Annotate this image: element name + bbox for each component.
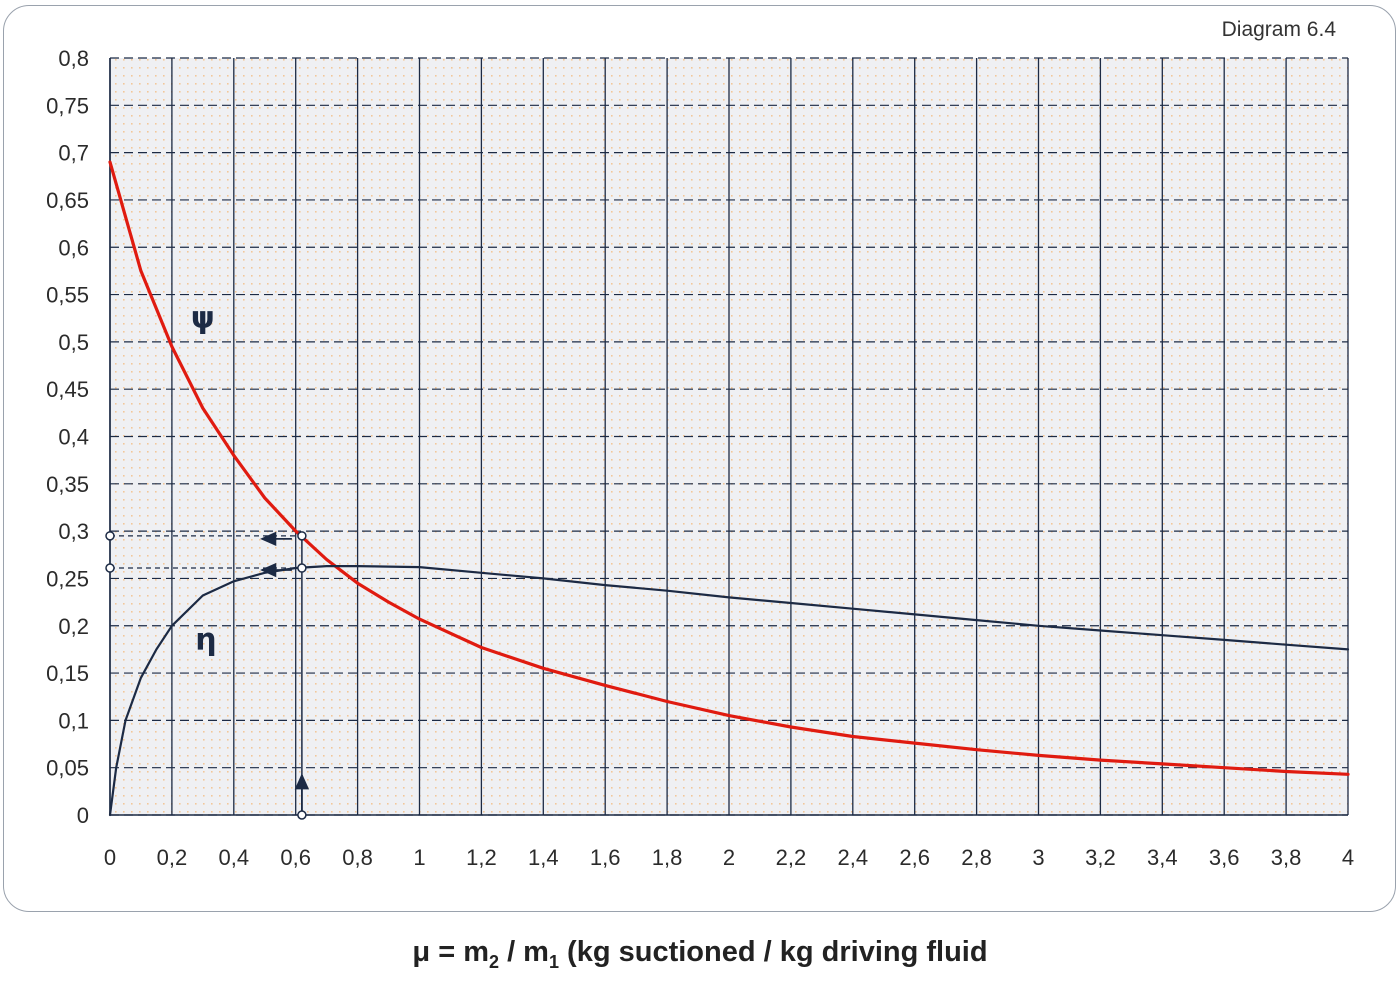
x-axis-title-mid: / m [499,936,549,968]
x-tick-label: 2,8 [961,845,992,870]
x-tick-label: 4 [1342,845,1354,870]
x-tick-label: 3 [1032,845,1044,870]
y-tick-label: 0,8 [58,46,89,71]
x-tick-label: 0,8 [342,845,373,870]
marker-circle [297,563,307,573]
y-tick-label: 0,15 [46,661,89,686]
x-tick-label: 3,2 [1085,845,1116,870]
x-tick-label: 3,4 [1147,845,1178,870]
x-axis-title: μ = m2 / m1 (kg suctioned / kg driving f… [0,936,1400,973]
x-tick-label: 0,4 [219,845,250,870]
x-tick-label: 1,6 [590,845,621,870]
y-tick-label: 0,35 [46,472,89,497]
y-tick-label: 0,75 [46,93,89,118]
psi-curve [108,160,1350,776]
x-tick-label: 1,4 [528,845,559,870]
y-tick-label: 0,7 [58,141,89,166]
x-axis-title-prefix: μ = m [412,936,489,968]
x-tick-label: 0,6 [280,845,311,870]
y-tick-label: 0,55 [46,283,89,308]
marker-circle [297,810,307,820]
x-tick-label: 2,2 [776,845,807,870]
x-tick-label: 0,2 [157,845,188,870]
x-tick-label: 3,6 [1209,845,1240,870]
x-axis-title-suffix: (kg suctioned / kg driving fluid [559,936,988,968]
marker-circle [105,531,115,541]
x-tick-label: 3,8 [1271,845,1302,870]
y-tick-label: 0,4 [58,425,89,450]
grid [109,57,1349,816]
y-tick-label: 0,6 [58,235,89,260]
marker-circle [297,531,307,541]
x-tick-label: 2,4 [838,845,869,870]
x-tick-label: 1 [413,845,425,870]
y-tick-label: 0,2 [58,614,89,639]
marker-circle [105,563,115,573]
y-tick-label: 0,45 [46,377,89,402]
y-tick-label: 0,1 [58,708,89,733]
y-tick-label: 0,3 [58,519,89,544]
eta-label: η [195,622,216,657]
reading-annotations [105,531,310,820]
x-axis-title-sub2: 1 [548,951,559,972]
x-tick-label: 2,6 [899,845,930,870]
eta-curve [108,564,1350,817]
x-tick-label: 2 [723,845,735,870]
y-tick-label: 0 [77,803,89,828]
x-axis-ticks: 0 0,2 0,4 0,6 0,8 1 1,2 1,4 1,6 1,8 2 2,2 2,4 2,6 2,8 3… [104,845,1354,870]
y-tick-label: 0,05 [46,756,89,781]
y-tick-label: 0,5 [58,330,89,355]
x-tick-label: 0 [104,845,116,870]
series-labels: ψη [191,301,217,658]
series [108,160,1350,817]
x-tick-label: 1,8 [652,845,683,870]
y-tick-label: 0,65 [46,188,89,213]
y-tick-label: 0,25 [46,566,89,591]
x-axis-title-sub1: 2 [489,951,500,972]
y-axis-ticks: 0 0,05 0,1 0,15 0,2 0,25 0,3 0,35 0,4 0,45 0,5 0,55… [46,46,89,828]
x-tick-label: 1,2 [466,845,497,870]
chart-title: Diagram 6.4 [1221,18,1336,41]
psi-label: ψ [191,301,215,336]
